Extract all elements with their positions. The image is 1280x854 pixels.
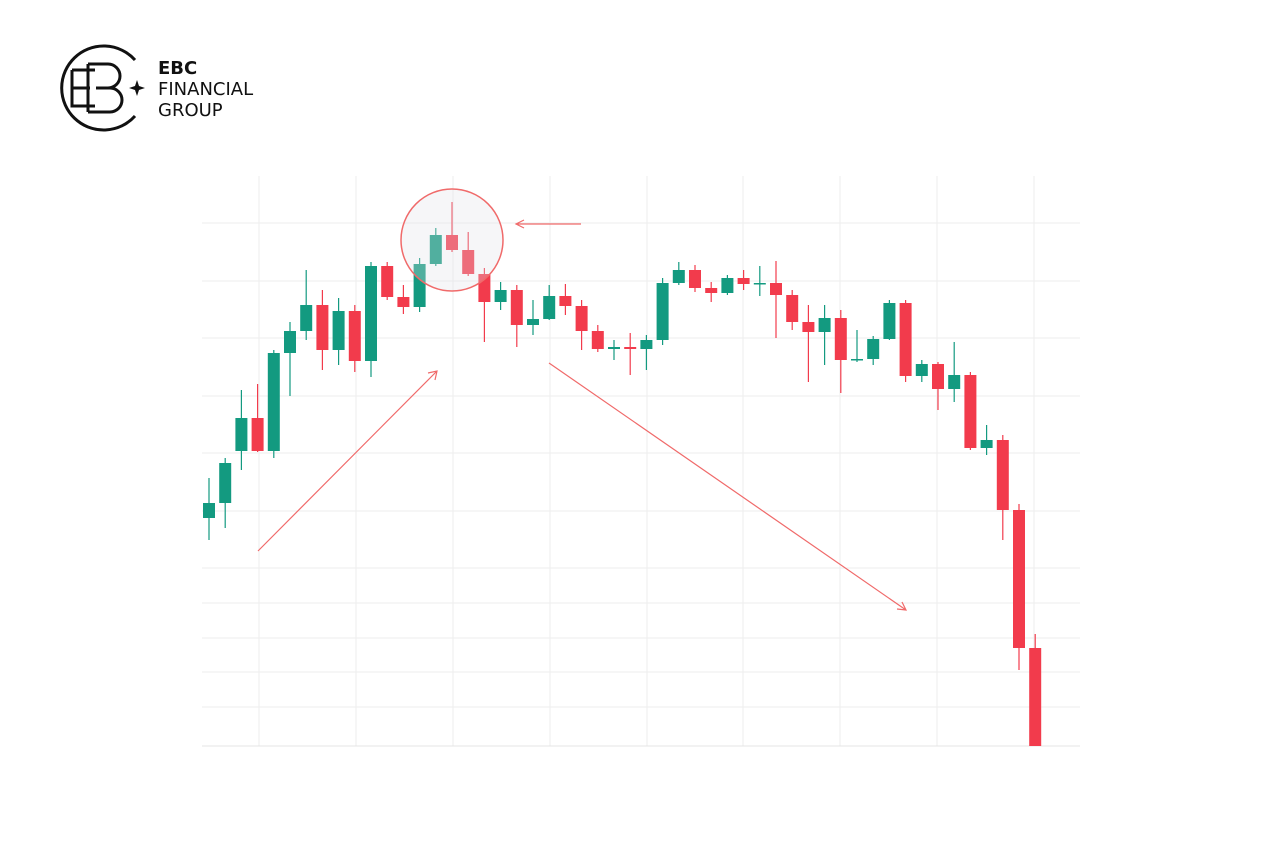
candle-body	[267, 353, 280, 451]
candle-body	[219, 463, 232, 503]
candle-body	[705, 288, 718, 293]
candle-body	[235, 418, 248, 451]
logo-star	[129, 80, 145, 96]
arrow	[514, 219, 581, 229]
logo-ring	[60, 44, 137, 132]
candle-body	[656, 283, 669, 340]
candle-body	[737, 278, 750, 284]
candle-body	[964, 375, 977, 448]
brand-line: GROUP	[158, 100, 223, 121]
annotation-arrows	[257, 219, 908, 611]
candle-body	[818, 318, 831, 332]
candle-body	[802, 322, 815, 332]
candle-body	[932, 364, 944, 389]
candle-body	[672, 270, 685, 283]
candle-body	[332, 311, 345, 350]
candle-body	[429, 235, 442, 264]
candle-body	[883, 303, 896, 339]
candle-body	[348, 311, 361, 361]
candle-body	[316, 305, 329, 350]
candle-body	[899, 303, 912, 376]
candle-body	[413, 264, 426, 307]
candle-body	[786, 295, 799, 322]
candle-body	[834, 318, 847, 360]
brand-name: EBC	[158, 58, 197, 79]
candle-body	[915, 364, 928, 376]
logo	[60, 44, 145, 132]
candle-body	[591, 331, 604, 349]
arrow	[257, 370, 438, 552]
candle-body	[575, 306, 588, 331]
candle-body	[365, 266, 377, 361]
candle-body	[203, 503, 215, 518]
candle-body	[948, 375, 961, 389]
candle-body	[559, 296, 572, 306]
candle-body	[608, 347, 620, 349]
candle-body	[251, 418, 264, 451]
candle-body	[980, 440, 993, 448]
candle-body	[284, 331, 296, 353]
candle-body	[753, 283, 766, 285]
candle-body	[640, 340, 653, 349]
candle-body	[770, 283, 782, 295]
candle-body	[397, 297, 410, 307]
candle-body	[689, 270, 701, 288]
candle-body	[510, 290, 523, 325]
brand-line: FINANCIAL	[158, 79, 253, 100]
candle-body	[543, 296, 556, 319]
candle-body	[381, 266, 394, 297]
candle-body	[1029, 648, 1042, 746]
candle-body	[867, 339, 880, 359]
logo-mark	[70, 62, 124, 114]
candle-body	[527, 319, 539, 325]
candle-body	[721, 278, 734, 293]
candle-body	[462, 250, 475, 274]
grid	[202, 176, 1080, 746]
candle-body	[851, 359, 863, 361]
candle-body	[624, 347, 637, 349]
candles	[203, 202, 1042, 746]
candle-body	[446, 235, 458, 250]
arrow	[548, 362, 908, 611]
candle-body	[996, 440, 1009, 510]
candle-body	[300, 305, 313, 331]
candle-body	[494, 290, 507, 302]
candle-body	[1013, 510, 1025, 648]
highlight-circle	[400, 188, 504, 292]
